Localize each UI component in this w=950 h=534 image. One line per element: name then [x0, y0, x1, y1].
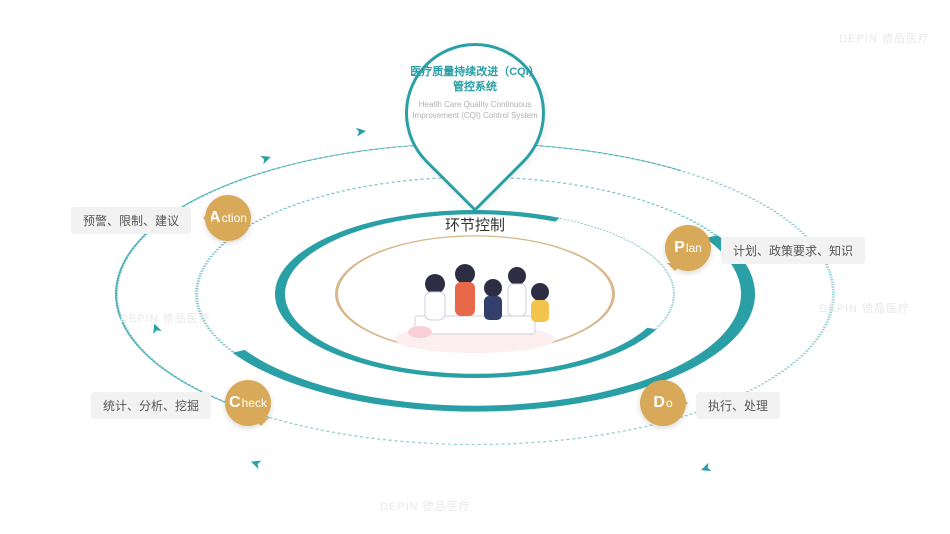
center-label: 环节控制: [445, 214, 505, 235]
pin-title-en: Health Care Quality Continuous Improveme…: [410, 99, 540, 121]
do-cap: D: [653, 394, 665, 412]
pin-title-cn: 医疗质量持续改进（CQI）管控系统: [410, 65, 540, 96]
node-action: Action 预警、限制、建议: [205, 195, 251, 241]
action-bubble: Action: [205, 195, 251, 241]
center-illustration: [375, 244, 575, 354]
plan-cap: P: [674, 239, 685, 257]
watermark: DEPIN 德品医疗: [839, 30, 930, 46]
node-plan: Plan 计划、政策要求、知识: [665, 225, 711, 271]
action-tag: 预警、限制、建议: [71, 207, 191, 234]
check-rest: heck: [242, 396, 267, 410]
node-do: Do 执行、处理: [640, 380, 686, 426]
plan-tag: 计划、政策要求、知识: [721, 237, 865, 264]
watermark: DEPIN 德品医疗: [380, 498, 471, 514]
action-rest: ction: [222, 211, 247, 225]
pin-text: 医疗质量持续改进（CQI）管控系统 Health Care Quality Co…: [410, 65, 540, 121]
do-bubble: Do: [640, 380, 686, 426]
watermark: DEPIN 德品医疗: [819, 300, 910, 316]
check-cap: C: [229, 394, 241, 412]
flow-arrow-icon: ➤: [247, 454, 264, 474]
action-cap: A: [209, 209, 221, 227]
flow-arrow-icon: ➤: [257, 149, 274, 169]
do-rest: o: [666, 396, 673, 410]
flow-arrow-icon: ➤: [354, 122, 368, 140]
title-pin: 医疗质量持续改进（CQI）管控系统 Health Care Quality Co…: [405, 43, 545, 183]
check-bubble: Check: [225, 380, 271, 426]
flow-arrow-icon: ➤: [697, 459, 714, 479]
plan-bubble: Plan: [665, 225, 711, 271]
watermark: DEPIN 德品医疗: [120, 310, 211, 326]
do-tag: 执行、处理: [696, 392, 780, 419]
plan-rest: lan: [686, 241, 702, 255]
node-check: Check 统计、分析、挖掘: [225, 380, 271, 426]
diagram-stage: ➤ ➤ ➤ ➤ ➤ 环节控制 医疗质量持续改进: [0, 0, 950, 534]
check-tag: 统计、分析、挖掘: [91, 392, 211, 419]
